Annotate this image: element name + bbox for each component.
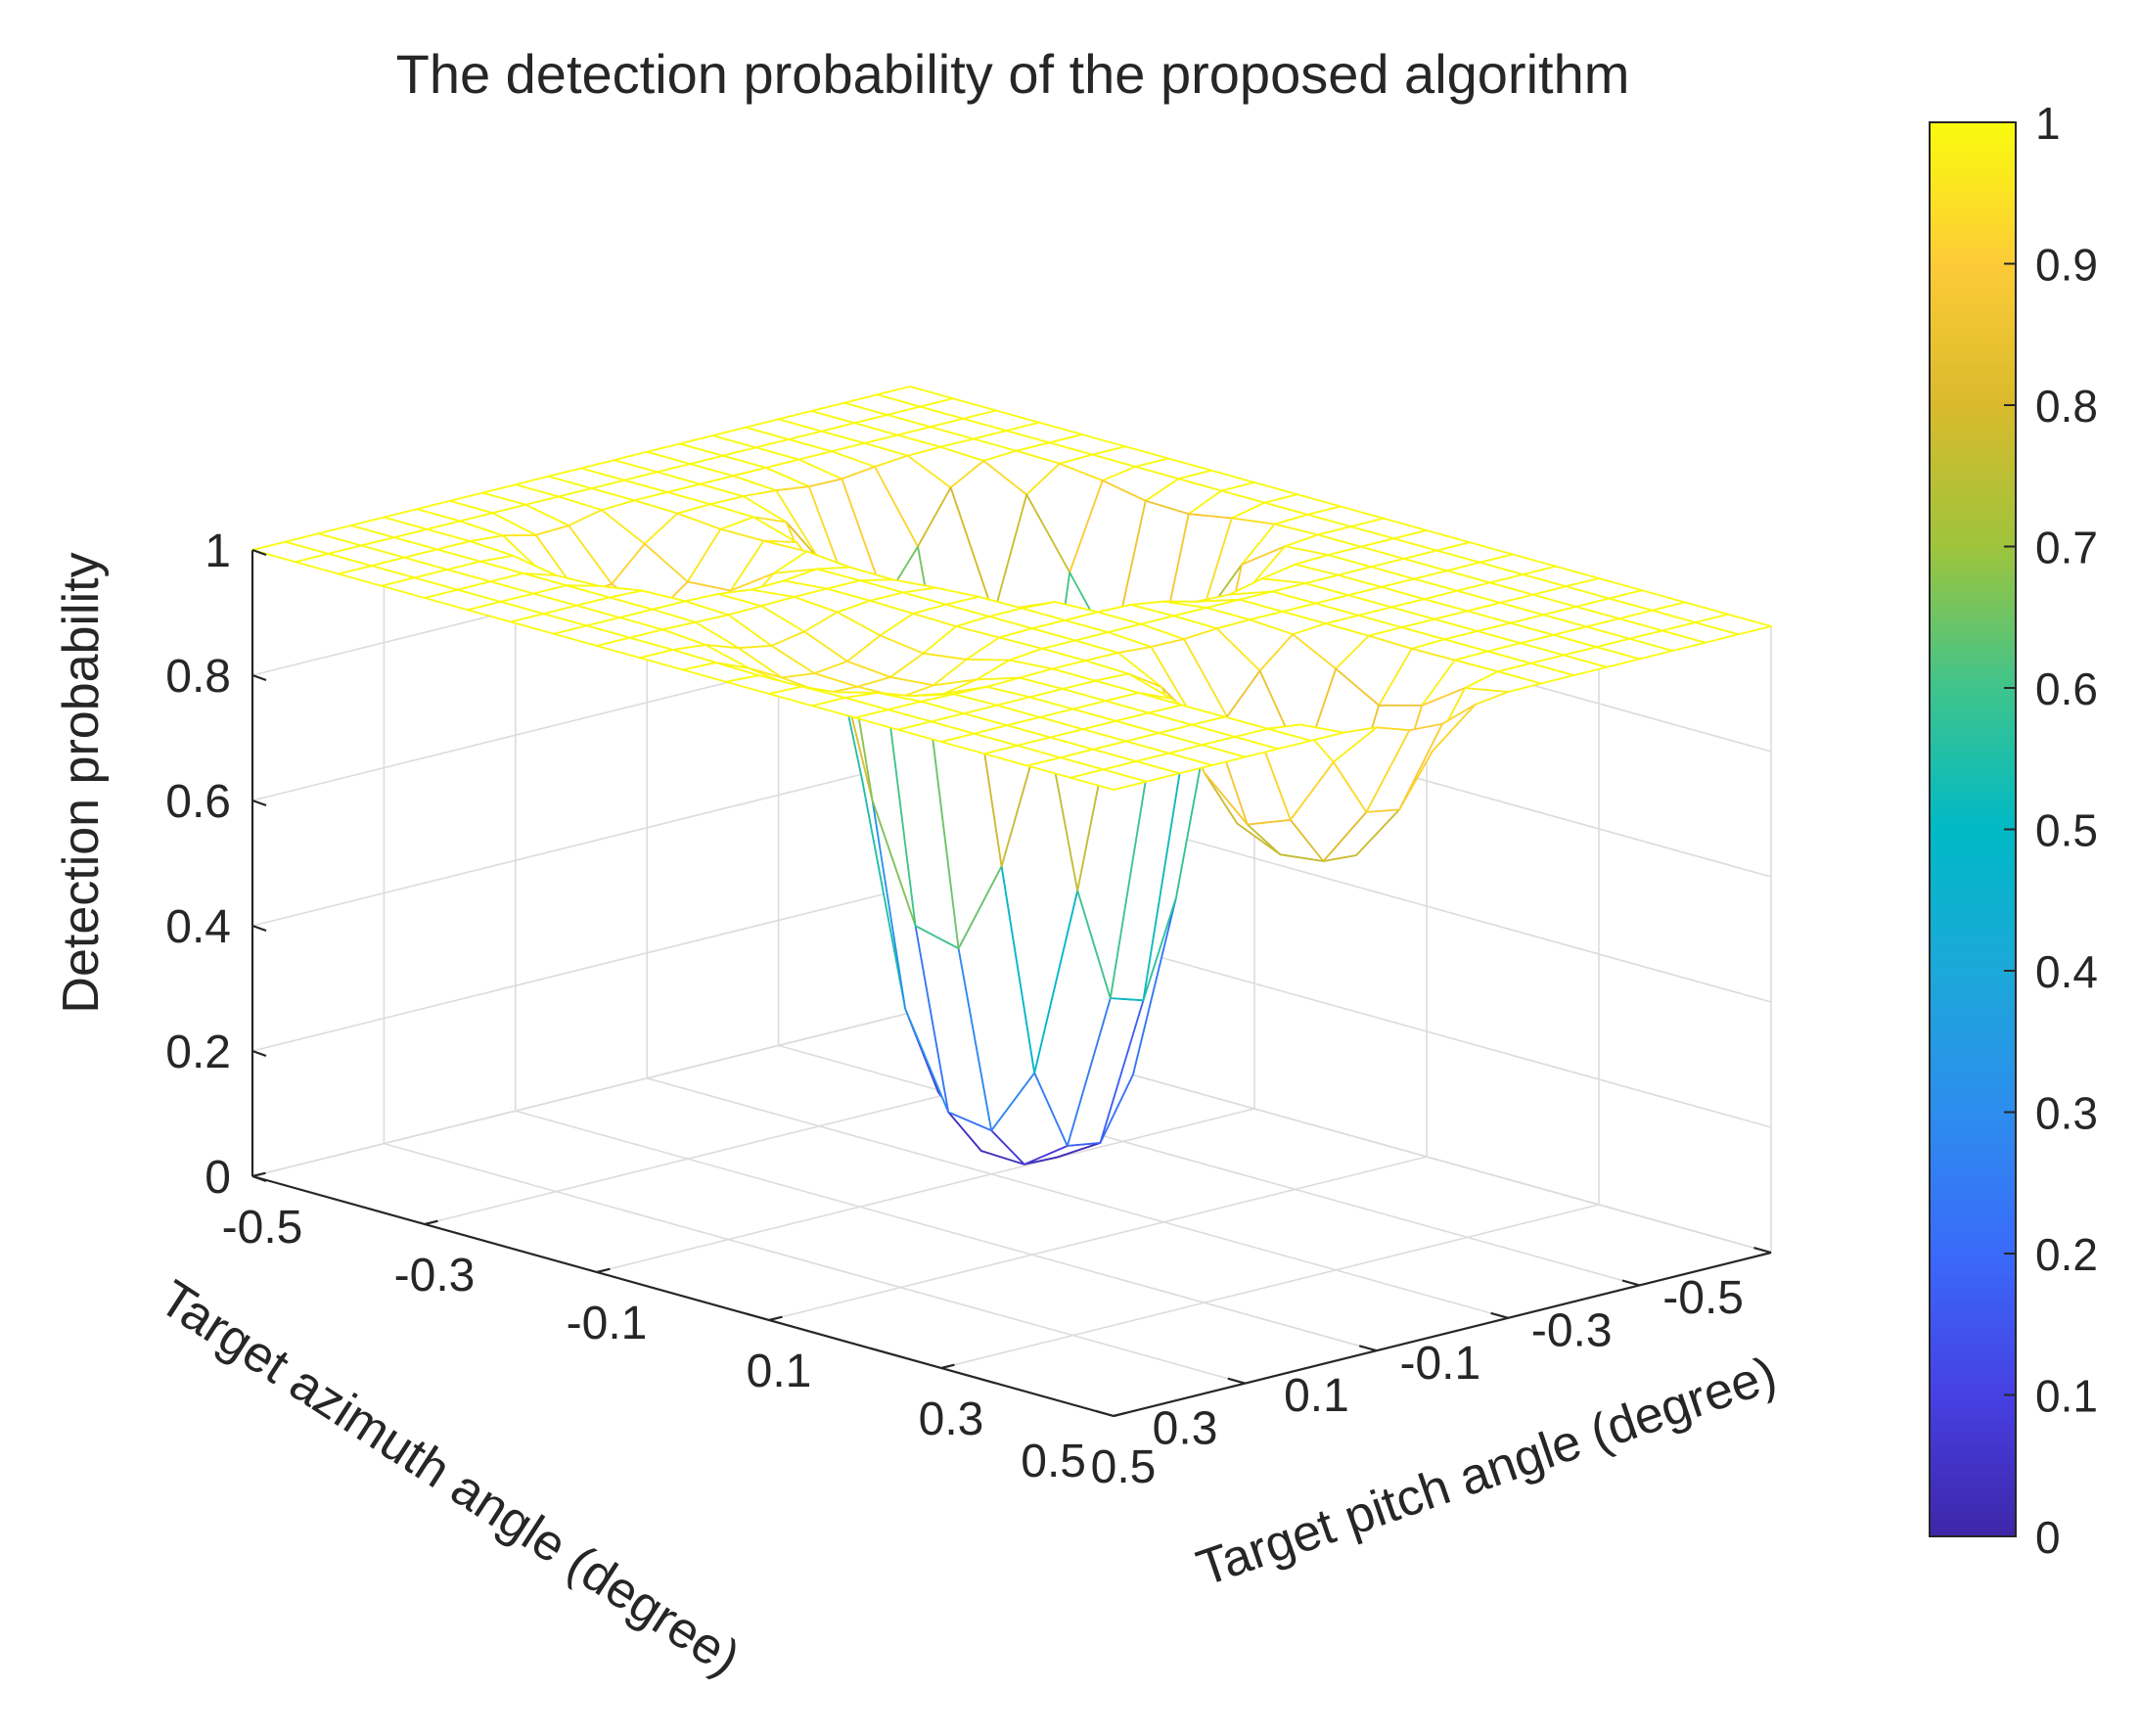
- azimuth-tick-label: 0.1: [1284, 1370, 1349, 1422]
- floor-grid-line: [940, 1204, 1600, 1369]
- colorbar-tick-label: 0.8: [2035, 381, 2098, 432]
- pitch-tick: [251, 1171, 266, 1178]
- surface-cell: [1070, 768, 1148, 791]
- floor-grid-line: [515, 1110, 1378, 1351]
- colorbar-tick-label: 0: [2035, 1512, 2061, 1563]
- colorbar-tick-label: 0.3: [2035, 1088, 2098, 1139]
- pitch-tick: [1113, 1411, 1127, 1418]
- z-tick: [251, 1049, 267, 1058]
- pitch-tick-label: 0.1: [747, 1346, 812, 1397]
- wall-grid-line: [251, 1012, 911, 1177]
- z-tick-label: 0.2: [165, 1027, 231, 1078]
- colorbar-tick-label: 0.7: [2035, 523, 2098, 573]
- floor-grid-line: [768, 1156, 1428, 1321]
- azimuth-tick: [1227, 1377, 1246, 1385]
- colorbar-tick-label: 0.4: [2035, 946, 2098, 997]
- z-tick-label: 0.8: [165, 651, 231, 703]
- azimuth-tick: [1490, 1311, 1509, 1319]
- wall-grid-line: [251, 887, 911, 1052]
- colorbar-tick-label: 0.6: [2035, 663, 2098, 714]
- z-tick-label: 0.4: [165, 901, 231, 953]
- azimuth-axis-label: Target azimuth angle (degree): [150, 1270, 750, 1687]
- floor-grid-line: [646, 1077, 1509, 1319]
- colorbar-tick-label: 1: [2035, 98, 2061, 149]
- z-tick-label: 0.6: [165, 776, 231, 828]
- floor-grid-line: [778, 1044, 1640, 1287]
- tick-labels: 00.20.40.60.81-0.5-0.3-0.10.10.30.5-0.5-…: [165, 525, 1772, 1493]
- pitch-tick: [768, 1315, 783, 1322]
- pitch-axis-label: Target pitch angle (degree): [1190, 1346, 1784, 1597]
- z-tick-label: 1: [205, 525, 231, 577]
- z-axis-label: Detection probability: [53, 552, 110, 1013]
- pitch-tick: [940, 1363, 955, 1370]
- pitch-axis-line: [251, 1174, 1115, 1418]
- surface-mesh: [251, 386, 1772, 1165]
- floor-grid-line: [596, 1108, 1255, 1273]
- azimuth-axis-line: [1113, 1251, 1772, 1418]
- wall-grid-line: [251, 761, 911, 927]
- azimuth-tick: [1621, 1279, 1640, 1287]
- colorbar: [1929, 121, 2017, 1537]
- pitch-tick-label: -0.5: [222, 1202, 303, 1254]
- z-tick: [251, 799, 267, 807]
- pitch-tick: [596, 1267, 611, 1274]
- colorbar-ticks: 0 0.1 0.2 0.3 0.4 0.5 0.6 0.7 0.8 0.9 1: [2004, 98, 2098, 1563]
- pitch-tick-label: 0.5: [1091, 1441, 1157, 1493]
- azimuth-tick-label: 0.3: [1153, 1403, 1218, 1455]
- z-tick: [251, 548, 267, 557]
- azimuth-tick-label: -0.3: [1531, 1304, 1613, 1356]
- z-tick: [251, 1174, 267, 1183]
- colorbar-tick-label: 0.5: [2035, 805, 2098, 856]
- pitch-tick-label: 0.3: [919, 1393, 984, 1445]
- z-tick: [251, 673, 267, 682]
- z-tick: [251, 924, 267, 933]
- azimuth-tick: [1358, 1345, 1378, 1352]
- chart-title: The detection probability of the propose…: [396, 43, 1630, 105]
- pitch-tick-label: -0.1: [567, 1298, 648, 1349]
- pitch-tick-label: -0.3: [394, 1250, 476, 1302]
- azimuth-tick-label: -0.1: [1399, 1338, 1480, 1390]
- azimuth-tick: [1096, 1410, 1115, 1418]
- z-tick-label: 0: [205, 1152, 231, 1204]
- azimuth-tick: [1753, 1247, 1772, 1255]
- colorbar-tick-label: 0.9: [2035, 240, 2098, 291]
- azimuth-tick-label: -0.5: [1662, 1272, 1744, 1324]
- floor-grid-line: [384, 1142, 1246, 1385]
- colorbar-tick-label: 0.2: [2035, 1229, 2098, 1280]
- pitch-tick: [424, 1219, 438, 1226]
- colorbar-tick-label: 0.1: [2035, 1371, 2098, 1422]
- axes: [250, 550, 1772, 1418]
- azimuth-tick-label: 0.5: [1021, 1436, 1086, 1487]
